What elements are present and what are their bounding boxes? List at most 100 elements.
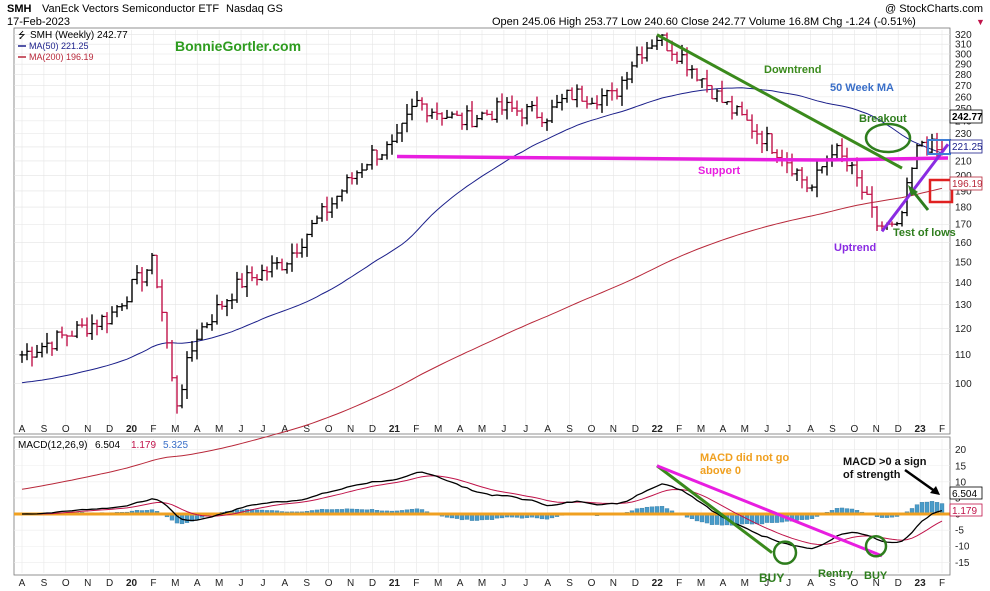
macd-buy-circle-2 (864, 534, 888, 558)
x-tick-label: 22 (652, 424, 664, 435)
x-tick-label: N (610, 424, 617, 435)
y-tick-label: 260 (955, 92, 972, 103)
x-tick-label-macd: A (457, 578, 464, 589)
x-tick-label-macd: F (150, 578, 156, 589)
x-tick-label-macd: S (566, 578, 573, 589)
x-tick-label-macd: A (282, 578, 289, 589)
ma200-tag-box (949, 176, 983, 191)
x-tick-label: M (478, 424, 486, 435)
x-tick-label-macd: J (239, 578, 244, 589)
macd-histogram-bar (939, 503, 945, 515)
signal-tag: 1.179 (952, 506, 977, 517)
y-tick-label: 190 (955, 186, 972, 197)
legend-ma200: MA(200) 196.19 (29, 52, 94, 62)
x-tick-label-macd: 22 (652, 578, 664, 589)
x-tick-label-macd: N (610, 578, 617, 589)
macd-tag: 6.504 (952, 489, 977, 500)
x-tick-label-macd: A (807, 578, 814, 589)
x-tick-label-macd: F (939, 578, 945, 589)
x-tick-label: J (764, 424, 769, 435)
breakout-circle (864, 122, 912, 154)
x-tick-label-macd: J (786, 578, 791, 589)
x-tick-label-macd: N (347, 578, 354, 589)
ma50-tag-box (949, 139, 983, 154)
x-tick-label-macd: N (84, 578, 91, 589)
x-tick-label: F (939, 424, 945, 435)
macd-histogram-bar (734, 513, 740, 525)
macd-tag-box (949, 486, 983, 500)
x-tick-label: A (194, 424, 201, 435)
x-tick-label-macd: M (741, 578, 749, 589)
annotation-support: Support (698, 165, 740, 177)
x-axis: A A S S O O N N D D 20 20 F F M M A A M M J J J J A A S S O O N N D D 21 21… (19, 424, 945, 589)
x-tick-label-macd: D (106, 578, 113, 589)
macd-legend-hist: 5.325 (163, 440, 188, 451)
x-tick-label-macd: A (720, 578, 727, 589)
macd-strength-arrow (904, 468, 937, 494)
annotation-macd-strength-2: of strength (843, 469, 901, 481)
y-tick-label: 270 (955, 81, 972, 92)
x-tick-label-macd: O (850, 578, 858, 589)
x-tick-label-macd: S (41, 578, 48, 589)
x-tick-label-macd: J (260, 578, 265, 589)
x-tick-label-macd: J (764, 578, 769, 589)
x-tick-label-macd: J (501, 578, 506, 589)
y-tick-label: 300 (955, 49, 972, 60)
x-tick-label-macd: D (895, 578, 902, 589)
x-tick-label: N (873, 424, 880, 435)
x-tick-label-macd: S (829, 578, 836, 589)
downtrend-line (656, 33, 903, 170)
macd-y-tick: 20 (955, 445, 967, 456)
x-tick-label: F (150, 424, 156, 435)
y-tick-label: 100 (955, 379, 972, 390)
x-tick-label: D (632, 424, 639, 435)
macd-y-tick: -15 (955, 558, 970, 569)
legend-ma50: MA(50) 221.25 (29, 41, 89, 51)
chart-date: 17-Feb-2023 (7, 16, 70, 28)
security-name: VanEck Vectors Semiconductor ETF (42, 3, 219, 15)
macd-histogram-bar (919, 502, 925, 515)
change-down-icon: ▼ (976, 17, 985, 27)
y-tick-label: 120 (955, 324, 972, 335)
annotation-buy-2: BUY (864, 570, 888, 582)
x-tick-label-macd: N (873, 578, 880, 589)
quote-bar: Open 245.06 High 253.77 Low 240.60 Close… (492, 16, 916, 28)
y-tick-label: 210 (955, 156, 972, 167)
x-tick-label: M (171, 424, 179, 435)
x-tick-label: J (239, 424, 244, 435)
y-tick-label: 110 (955, 350, 971, 361)
macd-histogram-bar (709, 513, 715, 525)
x-tick-label: D (106, 424, 113, 435)
annotation-macd-not-zero-2: above 0 (700, 465, 741, 477)
x-tick-label: O (850, 424, 858, 435)
close-tag: 242.77 (952, 112, 983, 123)
x-tick-label-macd: 21 (389, 578, 401, 589)
y-tick-label: 160 (955, 238, 972, 249)
x-tick-label: O (62, 424, 70, 435)
moving-averages (21, 87, 943, 490)
annotation-macd-strength-1: MACD >0 a sign (843, 456, 927, 468)
x-tick-label: 23 (915, 424, 927, 435)
x-tick-label: M (215, 424, 223, 435)
x-tick-label-macd: M (697, 578, 705, 589)
legend-price: SMH (Weekly) 242.77 (30, 30, 128, 41)
x-tick-label-macd: S (303, 578, 310, 589)
credit: @ StockCharts.com (885, 3, 983, 15)
x-tick-label: A (720, 424, 727, 435)
annotation-overlay (396, 33, 954, 565)
x-tick-label: F (676, 424, 682, 435)
y-tick-label: 140 (955, 278, 972, 289)
x-tick-label-macd: A (544, 578, 551, 589)
x-tick-label-macd: O (62, 578, 70, 589)
x-tick-label: F (413, 424, 419, 435)
ma200-highlight-box (928, 178, 954, 204)
macd-strength-arrowhead (930, 486, 940, 495)
x-tick-label-macd: D (632, 578, 639, 589)
y-tick-label: 170 (955, 220, 972, 231)
x-tick-label: S (566, 424, 573, 435)
y-tick-label: 130 (955, 300, 972, 311)
x-tick-label: N (84, 424, 91, 435)
ma50-tag: 221.25 (952, 142, 983, 153)
x-tick-label-macd: A (194, 578, 201, 589)
